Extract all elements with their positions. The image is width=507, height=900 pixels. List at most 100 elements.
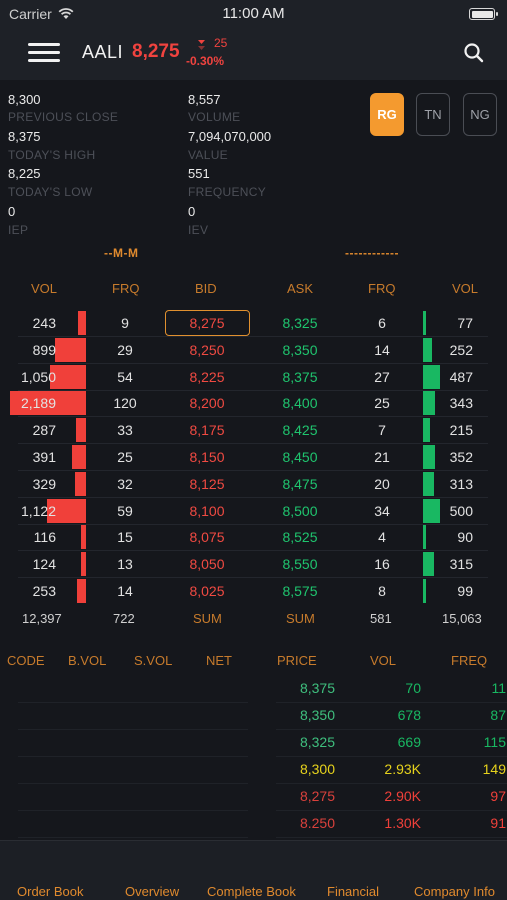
broker-header-code: CODE	[7, 653, 45, 668]
sum-ask-frq: 581	[370, 611, 392, 626]
bid-volume: 1,122	[20, 502, 56, 519]
ask-volume: 487	[449, 368, 473, 385]
bid-frequency: 29	[117, 341, 133, 358]
hamburger-menu-icon[interactable]	[28, 41, 60, 65]
done-frequency: 97	[490, 788, 506, 804]
market-button-tn[interactable]: TN	[416, 93, 450, 136]
row-divider	[276, 756, 507, 757]
bid-volume: 329	[32, 475, 56, 492]
col-header-ask: ASK	[287, 281, 314, 296]
app-header: AALI 8,275 25 -0.30%	[0, 28, 507, 80]
ask-volume-bar	[423, 579, 427, 603]
bid-volume-bar	[74, 471, 86, 496]
bid-price: 8,150	[189, 449, 225, 465]
done-header-freq: FREQ	[451, 653, 488, 668]
stat-value: 8,300	[8, 92, 41, 107]
battery-icon	[469, 8, 498, 20]
tab-complete-book[interactable]: Complete Book	[207, 884, 296, 899]
bid-volume-bar	[77, 311, 86, 335]
tab-company-info[interactable]: Company Info	[414, 884, 495, 899]
bid-volume-bar	[47, 498, 86, 523]
done-volume: 2.90K	[384, 788, 421, 804]
bid-volume: 124	[32, 556, 56, 573]
status-bar: Carrier 11:00 AM	[0, 0, 507, 28]
bid-price: 8,275	[189, 315, 225, 331]
bid-frequency: 25	[117, 449, 133, 465]
done-volume: 2.93K	[384, 761, 421, 777]
bid-price: 8,100	[189, 502, 225, 519]
bid-volume: 287	[32, 422, 56, 439]
bid-volume: 243	[32, 315, 56, 331]
ask-volume-bar	[423, 337, 432, 362]
ask-volume: 352	[449, 449, 473, 465]
bid-frequency: 32	[117, 475, 133, 492]
ask-volume-bar	[423, 311, 426, 335]
stock-ticker[interactable]: AALI	[82, 42, 124, 62]
row-divider	[18, 577, 488, 579]
stat-label: TODAY'S HIGH	[8, 148, 96, 162]
bid-volume: 899	[32, 341, 56, 358]
col-header-bid-vol: VOL	[31, 281, 58, 296]
ask-frequency: 16	[374, 556, 390, 573]
ask-frequency: 8	[378, 583, 386, 599]
row-divider	[18, 496, 488, 498]
done-frequency: 115	[483, 734, 506, 750]
tab-order-book[interactable]: Order Book	[17, 884, 84, 899]
ask-broker-label: ------------	[345, 246, 399, 260]
ask-volume: 215	[449, 422, 473, 439]
sum-bid-label: SUM	[193, 611, 222, 626]
best-bid-highlight	[165, 310, 250, 336]
done-price: 8.250	[299, 815, 335, 831]
done-volume: 1.30K	[384, 815, 421, 831]
bid-volume-bar	[10, 391, 86, 416]
search-icon[interactable]	[462, 41, 486, 65]
bid-price: 8,125	[189, 475, 225, 492]
sum-bid-frq: 722	[113, 611, 135, 626]
bid-frequency: 54	[117, 368, 133, 385]
bid-volume-bar	[77, 579, 86, 603]
tab-overview[interactable]: Overview	[125, 884, 180, 899]
row-divider	[18, 783, 248, 784]
stat-label: PREVIOUS CLOSE	[8, 110, 119, 124]
stock-stats: 8,300 PREVIOUS CLOSE 8,375 TODAY'S HIGH …	[0, 80, 507, 240]
stat-value: 8,375	[8, 129, 41, 144]
row-divider	[18, 702, 248, 703]
row-divider	[18, 416, 488, 418]
ask-price: 8,575	[282, 583, 318, 599]
stat-value: 8,225	[8, 166, 41, 181]
row-divider	[18, 389, 488, 391]
ask-volume-bar	[423, 364, 440, 389]
ask-price: 8,475	[282, 475, 318, 492]
ask-frequency: 25	[374, 395, 390, 412]
row-divider	[18, 362, 488, 364]
bid-volume-bar	[72, 445, 86, 469]
bid-price: 8,075	[189, 529, 225, 546]
price-change: 25	[214, 36, 228, 50]
ask-volume-bar	[423, 498, 440, 523]
row-divider	[276, 837, 507, 838]
bid-volume: 116	[33, 529, 56, 546]
ask-frequency: 21	[374, 449, 390, 465]
bid-price: 8,250	[189, 341, 225, 358]
row-divider	[18, 837, 248, 838]
ask-price: 8,525	[282, 529, 318, 546]
ask-frequency: 27	[374, 368, 390, 385]
row-divider	[18, 470, 488, 471]
row-divider	[18, 443, 488, 445]
bid-price: 8,225	[189, 368, 225, 385]
sum-bid-vol: 12,397	[22, 611, 62, 626]
market-button-rg[interactable]: RG	[370, 93, 404, 136]
ask-price: 8,550	[282, 556, 318, 573]
ask-price: 8,450	[282, 449, 318, 465]
bid-price: 8,175	[189, 422, 225, 439]
ask-volume: 90	[457, 529, 473, 546]
ask-price: 8,350	[282, 341, 318, 358]
tab-financial[interactable]: Financial	[327, 884, 380, 899]
col-header-ask-frq: FRQ	[368, 281, 396, 296]
bid-broker-label: --M-M	[104, 246, 139, 260]
market-button-ng[interactable]: NG	[463, 93, 497, 136]
row-divider	[276, 783, 507, 784]
done-volume: 70	[405, 680, 421, 696]
row-divider	[276, 729, 507, 730]
